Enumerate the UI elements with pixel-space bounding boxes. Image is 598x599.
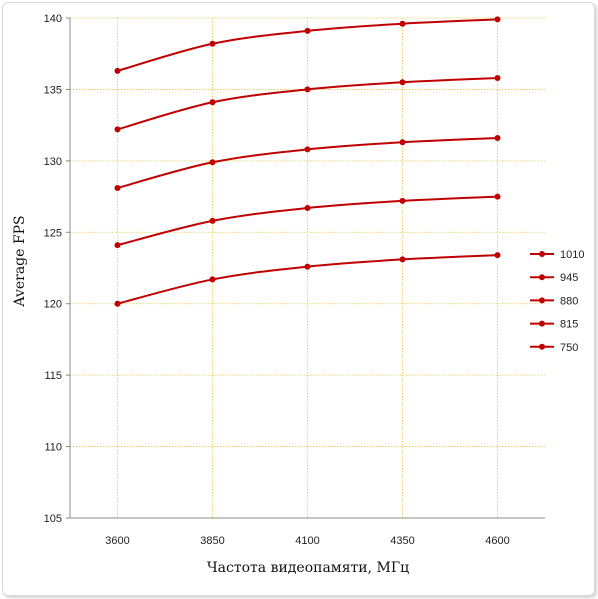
y-tick-labels: 105 110 115 120 125 130 135 140 [44, 13, 62, 525]
x-tick-label: 3850 [200, 535, 224, 547]
legend-item-750: 750 [530, 342, 578, 354]
series-945 [114, 75, 501, 133]
y-tick-label: 110 [44, 442, 62, 454]
legend-label: 1010 [560, 249, 584, 261]
data-point [494, 135, 501, 141]
x-tick-label: 4600 [485, 535, 509, 547]
legend-label: 815 [560, 319, 578, 331]
series-750 [114, 252, 501, 307]
series-lines [114, 16, 501, 307]
y-tick-label: 105 [44, 513, 62, 525]
data-point [304, 27, 311, 34]
legend-item-1010: 1010 [530, 249, 584, 261]
data-point [399, 139, 406, 146]
legend-item-880: 880 [530, 295, 578, 307]
y-tick-label: 120 [44, 299, 62, 311]
data-point [114, 67, 121, 74]
axes [66, 17, 545, 519]
data-point [114, 185, 121, 191]
data-point [494, 252, 501, 259]
data-point [494, 16, 501, 23]
series-line [117, 77, 498, 131]
data-point [209, 217, 216, 224]
legend-marker [539, 320, 545, 327]
legend-marker [539, 251, 545, 257]
y-axis-label: Average FPS [12, 215, 28, 307]
data-point [304, 205, 311, 211]
y-tick-label: 140 [44, 13, 62, 25]
legend-marker [539, 274, 545, 281]
legend-marker [539, 343, 545, 350]
legend-label: 750 [560, 342, 578, 354]
series-815 [114, 193, 501, 249]
data-point [304, 146, 311, 153]
x-tick-label: 3600 [105, 535, 129, 547]
legend: 1010 945 880 815 750 [530, 249, 584, 354]
legend-marker [539, 297, 545, 304]
data-point [209, 276, 216, 283]
data-point [494, 75, 501, 81]
data-point [399, 197, 406, 204]
data-point [304, 263, 311, 270]
data-point [304, 86, 311, 93]
x-tick-label: 4100 [295, 535, 319, 547]
data-point [494, 193, 501, 200]
data-point [114, 300, 121, 307]
legend-item-815: 815 [530, 319, 578, 331]
x-axis-label: Частота видеопамяти, МГц [207, 560, 409, 576]
legend-label: 945 [560, 272, 578, 284]
data-point [209, 159, 216, 166]
y-tick-label: 130 [44, 156, 62, 168]
data-point [399, 79, 406, 86]
data-point [114, 126, 121, 133]
y-tick-label: 115 [44, 370, 62, 382]
data-point [209, 99, 216, 106]
legend-item-945: 945 [530, 272, 578, 284]
data-point [399, 256, 406, 263]
y-tick-label: 125 [44, 227, 62, 239]
series-880 [114, 135, 501, 191]
legend-label: 880 [560, 295, 578, 307]
series-1010 [114, 16, 501, 74]
x-tick-labels: 3600 3850 4100 4350 4600 [105, 535, 509, 547]
data-point [114, 242, 121, 249]
x-tick-label: 4350 [390, 535, 414, 547]
data-point [209, 40, 216, 47]
data-point [399, 20, 406, 27]
y-tick-label: 135 [44, 84, 62, 96]
